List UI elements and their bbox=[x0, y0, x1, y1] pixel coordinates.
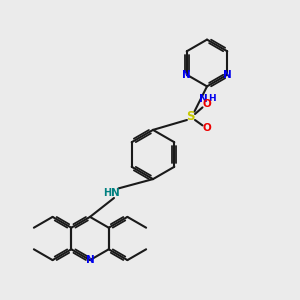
Text: O: O bbox=[202, 99, 211, 110]
Text: S: S bbox=[186, 110, 195, 124]
Text: H: H bbox=[103, 188, 111, 198]
Text: O: O bbox=[202, 123, 211, 134]
Text: N: N bbox=[223, 70, 232, 80]
Text: N: N bbox=[182, 70, 191, 80]
Text: N: N bbox=[199, 94, 208, 104]
Text: N: N bbox=[85, 255, 94, 265]
Text: N: N bbox=[111, 188, 120, 198]
Text: H: H bbox=[208, 94, 216, 103]
